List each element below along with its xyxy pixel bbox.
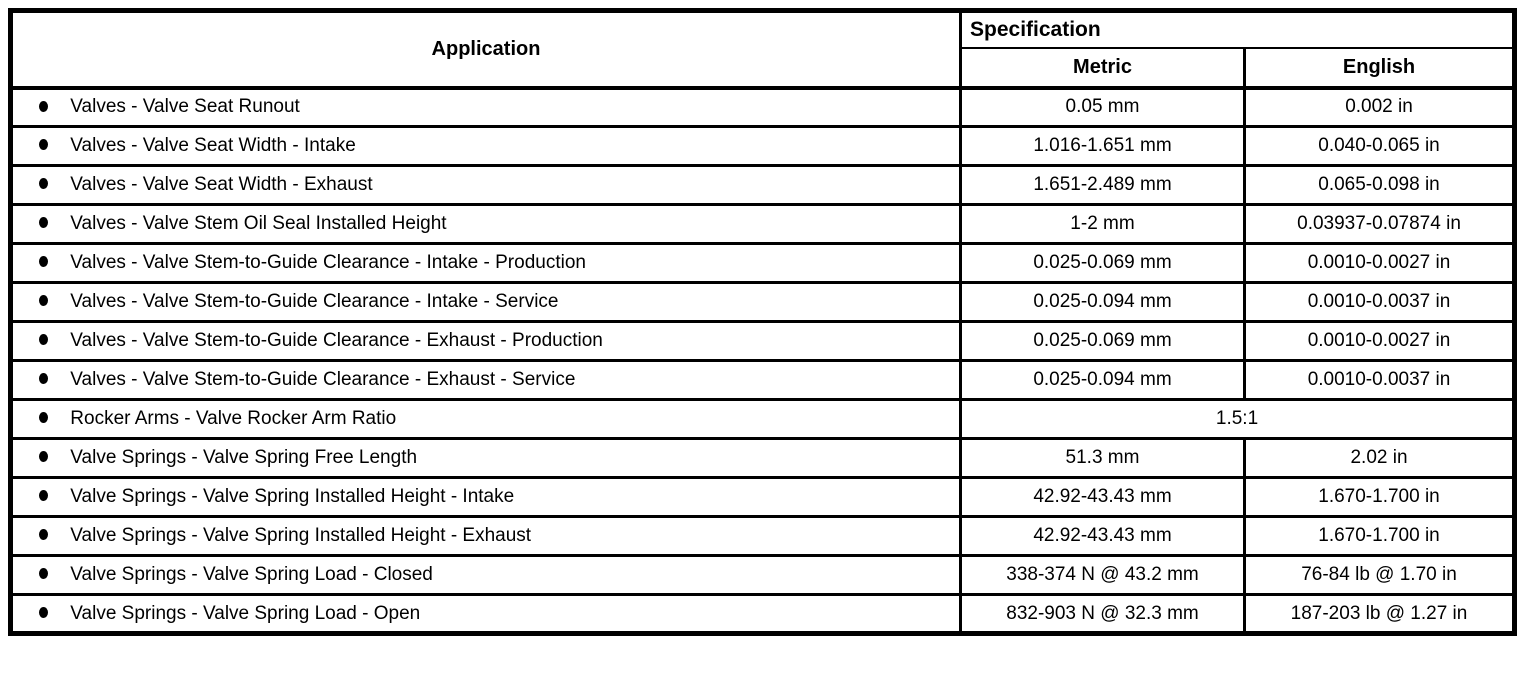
metric-value-cell: 0.025-0.069 mm [959, 242, 1246, 284]
bullet-icon [39, 451, 48, 463]
table-row: Valves - Valve Stem-to-Guide Clearance -… [9, 242, 1517, 284]
metric-value-cell: 0.025-0.094 mm [959, 281, 1246, 323]
metric-value-cell: 832-903 N @ 32.3 mm [959, 593, 1246, 635]
table-row: Valve Springs - Valve Spring Load - Clos… [9, 554, 1517, 596]
english-value-cell: 0.0010-0.0037 in [1242, 359, 1517, 401]
bullet-icon [39, 412, 48, 424]
english-value-cell: 0.002 in [1242, 86, 1517, 128]
table-row: Valves - Valve Stem-to-Guide Clearance -… [9, 320, 1517, 362]
application-cell: Valve Springs - Valve Spring Free Length [9, 437, 962, 479]
english-value-cell: 1.670-1.700 in [1242, 515, 1517, 557]
english-value-cell: 0.040-0.065 in [1242, 125, 1517, 167]
bullet-icon [39, 490, 48, 502]
metric-value-cell: 1.651-2.489 mm [959, 164, 1246, 206]
application-label: Valve Springs - Valve Spring Load - Open [70, 602, 421, 624]
metric-value-cell: 0.05 mm [959, 86, 1246, 128]
table-row: Valve Springs - Valve Spring Installed H… [9, 476, 1517, 518]
english-value-cell: 0.0010-0.0027 in [1242, 242, 1517, 284]
english-value-cell: 76-84 lb @ 1.70 in [1242, 554, 1517, 596]
metric-value-cell: 1-2 mm [959, 203, 1246, 245]
metric-column-header: Metric [959, 47, 1246, 90]
table-row: Valve Springs - Valve Spring Installed H… [9, 515, 1517, 557]
application-label: Valve Springs - Valve Spring Installed H… [70, 486, 515, 507]
english-value-cell: 0.0010-0.0037 in [1242, 281, 1517, 323]
application-column-header: Application [9, 9, 962, 90]
metric-value-cell: 42.92-43.43 mm [959, 476, 1246, 518]
table-row: Valves - Valve Stem-to-Guide Clearance -… [9, 281, 1517, 323]
application-label: Valve Springs - Valve Spring Installed H… [70, 525, 532, 546]
application-label: Rocker Arms - Valve Rocker Arm Ratio [70, 408, 397, 429]
bullet-icon [39, 373, 48, 385]
english-value-cell: 2.02 in [1242, 437, 1517, 479]
application-cell: Valve Springs - Valve Spring Installed H… [9, 476, 962, 518]
table-row: Valves - Valve Stem Oil Seal Installed H… [9, 203, 1517, 245]
bullet-icon [39, 217, 48, 229]
bullet-icon [39, 100, 48, 112]
application-label: Valves - Valve Seat Width - Exhaust [70, 174, 373, 195]
application-cell: Valves - Valve Stem-to-Guide Clearance -… [9, 320, 962, 362]
application-cell: Valves - Valve Seat Width - Exhaust [9, 164, 962, 206]
application-label: Valves - Valve Stem-to-Guide Clearance -… [70, 291, 559, 312]
table-row: Valves - Valve Seat Runout 0.05 mm 0.002… [9, 86, 1517, 128]
application-label: Valves - Valve Seat Width - Intake [70, 135, 356, 156]
table-row: Valve Springs - Valve Spring Load - Open… [9, 593, 1517, 635]
metric-value-cell: 1.016-1.651 mm [959, 125, 1246, 167]
table-row: Rocker Arms - Valve Rocker Arm Ratio 1.5… [9, 398, 1517, 440]
english-column-header: English [1242, 47, 1517, 90]
application-label: Valves - Valve Stem Oil Seal Installed H… [70, 213, 447, 234]
application-cell: Valve Springs - Valve Spring Load - Open [9, 593, 962, 635]
bullet-icon [39, 529, 48, 541]
application-label: Valves - Valve Stem-to-Guide Clearance -… [70, 330, 603, 351]
bullet-icon [39, 178, 48, 190]
application-cell: Valves - Valve Seat Runout [9, 86, 962, 128]
combined-value-cell: 1.5:1 [958, 398, 1517, 440]
table-row: Valves - Valve Seat Width - Intake 1.016… [9, 125, 1517, 167]
metric-value-cell: 0.025-0.069 mm [959, 320, 1246, 362]
application-cell: Valves - Valve Stem Oil Seal Installed H… [9, 203, 962, 245]
application-cell: Valves - Valve Seat Width - Intake [9, 125, 962, 167]
bullet-icon [39, 334, 48, 346]
table-header: Application Specification Metric English [9, 9, 1517, 90]
application-cell: Valve Springs - Valve Spring Installed H… [9, 515, 962, 557]
application-cell: Rocker Arms - Valve Rocker Arm Ratio [9, 398, 962, 440]
metric-value-cell: 42.92-43.43 mm [959, 515, 1246, 557]
english-value-cell: 1.670-1.700 in [1242, 476, 1517, 518]
spec-table-body: Valves - Valve Seat Runout 0.05 mm 0.002… [9, 86, 1517, 635]
metric-value-cell: 338-374 N @ 43.2 mm [959, 554, 1246, 596]
application-label: Valves - Valve Stem-to-Guide Clearance -… [70, 369, 576, 390]
valve-specifications-table: Application Specification Metric English… [8, 8, 1518, 636]
english-value-cell: 187-203 lb @ 1.27 in [1242, 593, 1517, 635]
header-row-units: Metric English [11, 47, 1517, 90]
table-row: Valves - Valve Stem-to-Guide Clearance -… [9, 359, 1517, 401]
bullet-icon [39, 568, 48, 580]
bullet-icon [39, 139, 48, 151]
bullet-icon [39, 295, 48, 307]
application-cell: Valves - Valve Stem-to-Guide Clearance -… [9, 242, 962, 284]
bullet-icon [39, 256, 48, 268]
table-row: Valve Springs - Valve Spring Free Length… [9, 437, 1517, 479]
bullet-icon [39, 606, 48, 618]
table-row: Valves - Valve Seat Width - Exhaust 1.65… [9, 164, 1517, 206]
application-cell: Valve Springs - Valve Spring Load - Clos… [9, 554, 962, 596]
english-value-cell: 0.03937-0.07874 in [1242, 203, 1517, 245]
application-label: Valve Springs - Valve Spring Free Length [70, 447, 418, 468]
specification-column-header: Specification [958, 9, 1517, 50]
application-cell: Valves - Valve Stem-to-Guide Clearance -… [9, 281, 962, 323]
application-label: Valves - Valve Seat Runout [70, 96, 300, 118]
metric-value-cell: 51.3 mm [959, 437, 1246, 479]
application-label: Valves - Valve Stem-to-Guide Clearance -… [70, 252, 586, 273]
metric-value-cell: 0.025-0.094 mm [959, 359, 1246, 401]
application-cell: Valves - Valve Stem-to-Guide Clearance -… [9, 359, 962, 401]
english-value-cell: 0.0010-0.0027 in [1242, 320, 1517, 362]
application-label: Valve Springs - Valve Spring Load - Clos… [70, 564, 433, 585]
english-value-cell: 0.065-0.098 in [1242, 164, 1517, 206]
header-row-specification: Application Specification [9, 9, 1517, 90]
